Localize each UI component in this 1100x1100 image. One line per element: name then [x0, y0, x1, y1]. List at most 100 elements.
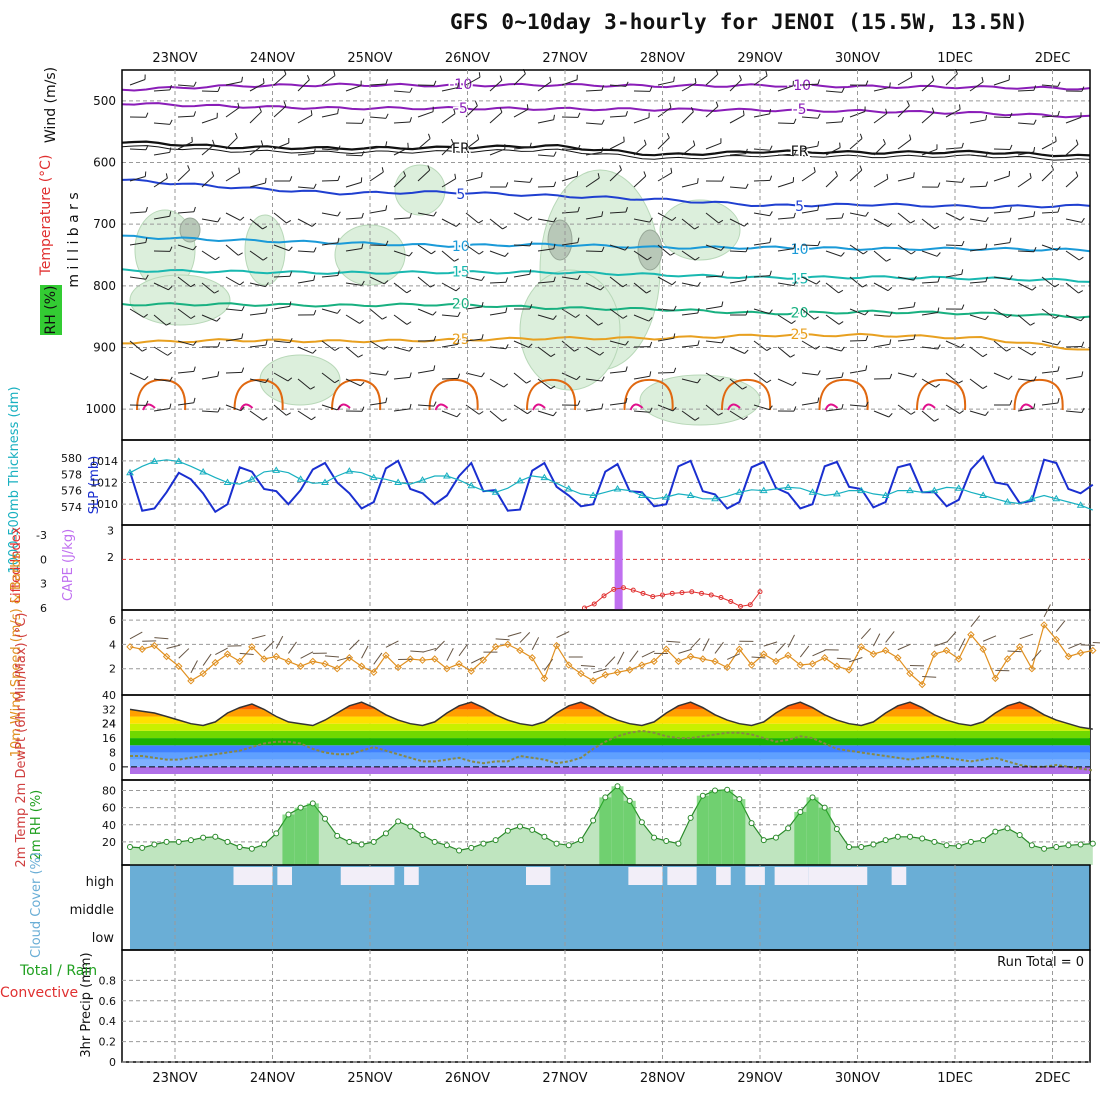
wind-barb-shaft [801, 209, 818, 214]
wind-barb-flag [649, 371, 652, 377]
surface-wind-barb [1007, 650, 1022, 653]
wind-barb-flag [1054, 315, 1060, 319]
wind-barb-shaft [849, 404, 866, 407]
wind-barb-flag [934, 225, 940, 230]
wind-barb-shaft [753, 275, 770, 278]
rh-blob [129, 274, 231, 326]
temperature-band [130, 723, 1090, 731]
wind-barb-flag [1057, 81, 1061, 87]
wind-barb-flag [601, 376, 605, 382]
wind-barb-flag [505, 277, 509, 283]
y-tick-label: 3 [40, 578, 47, 591]
thickness-point [784, 483, 793, 490]
wind-barb-shaft [1065, 345, 1083, 348]
wind-barb-shaft [273, 244, 290, 252]
surface-wind-barb [239, 652, 254, 656]
wind-barb-shaft [1041, 84, 1058, 87]
wind-barb-shaft [513, 212, 529, 221]
wind-barb-flag [981, 76, 984, 82]
wind-barb-flag [166, 322, 171, 326]
wind-barb-shaft [609, 169, 622, 182]
wind-barb-flag [1008, 375, 1013, 380]
wind-barb-flag [264, 177, 267, 184]
temperature-band [130, 752, 1090, 760]
wind-barb-shaft [489, 281, 507, 284]
wind-barb-shaft [465, 276, 482, 282]
surface-wind-barb [1068, 642, 1082, 650]
wind-barb-shaft [249, 312, 266, 316]
wind-speed-point [284, 657, 293, 666]
wind-speed-point [504, 640, 512, 649]
wind-barb-shaft [657, 404, 674, 412]
wind-barb-flag [889, 311, 893, 317]
wind-barb-flag [694, 417, 700, 421]
y-tick-label: 24 [102, 718, 116, 731]
wind-speed-point [979, 645, 987, 653]
wind-barb-shaft [393, 346, 410, 352]
wind-barb-shaft [249, 111, 262, 124]
cape-bar [614, 530, 623, 610]
wind-barb-flag [262, 417, 268, 421]
wind-barb-flag [577, 144, 581, 150]
wind-barb-flag [864, 310, 869, 316]
wind-barb-shaft [537, 185, 555, 188]
wind-barb-shaft [633, 282, 647, 294]
wind-barb-flag [361, 406, 365, 412]
wind-barb-flag [910, 220, 916, 224]
wind-barb-shaft [777, 378, 793, 387]
wind-barb-flag [697, 378, 701, 384]
wind-barb-flag [145, 400, 149, 406]
wind-barb-flag [817, 79, 821, 85]
wind-barb-shaft [441, 178, 456, 188]
wind-barb-flag [337, 175, 341, 181]
wind-barb-flag [240, 406, 245, 412]
wind-speed-point [784, 651, 792, 660]
y-tick-label: 0.6 [99, 995, 117, 1008]
temperature-contour-35 [532, 403, 546, 411]
wind-barb-flag [287, 377, 293, 382]
wind-barb-flag [433, 211, 437, 217]
wind-barb-flag [715, 101, 719, 107]
wind-barb-shaft [993, 211, 1010, 214]
wind-barb-shaft [609, 211, 626, 214]
wind-barb-shaft [729, 79, 742, 92]
wind-barb-shaft [825, 346, 842, 352]
wind-barb-shaft [969, 119, 986, 124]
wind-barb-flag [145, 144, 149, 150]
wind-barb-flag [187, 165, 191, 171]
wind-barb-shaft [537, 248, 554, 252]
wind-barb-flag [960, 343, 965, 348]
2m-rh-point [163, 838, 170, 845]
surface-wind-barb [361, 645, 369, 659]
2m-rh-point [395, 818, 402, 825]
wind-barb-flag [432, 311, 437, 316]
wind-barb-flag [454, 258, 459, 262]
surface-wind-barb [349, 639, 360, 651]
2m-rh-point [894, 833, 901, 840]
wind-barb-shaft [585, 177, 600, 188]
wind-barb-flag [1057, 340, 1061, 346]
date-label-bottom: 30NOV [835, 1071, 880, 1086]
y-tick-label: 0 [40, 553, 47, 566]
wind-barb-flag [265, 282, 269, 287]
wind-barb-flag [193, 397, 196, 403]
wind-barb-shaft [1041, 169, 1054, 182]
wind-barb-shaft [417, 404, 434, 407]
wind-barb-shaft [1017, 282, 1033, 291]
wind-barb-flag [672, 406, 677, 412]
wind-barb-shaft [537, 81, 552, 92]
temperature-contour-30 [526, 378, 577, 411]
wind-barb-shaft [201, 410, 218, 413]
wind-barb-flag [624, 245, 629, 251]
y-tick-label: 1014 [90, 455, 118, 468]
y-tick-label: 80 [102, 785, 116, 798]
wind-barb-shaft [513, 340, 529, 348]
wind-barb-shaft [729, 218, 745, 227]
wind-barb-flag [553, 276, 556, 282]
wind-barb-flag [211, 171, 215, 177]
wind-barb-flag [1009, 400, 1013, 406]
wind-barb-shaft [321, 340, 336, 351]
wind-barb-flag [769, 270, 772, 276]
wind-barb-shaft [249, 250, 264, 261]
